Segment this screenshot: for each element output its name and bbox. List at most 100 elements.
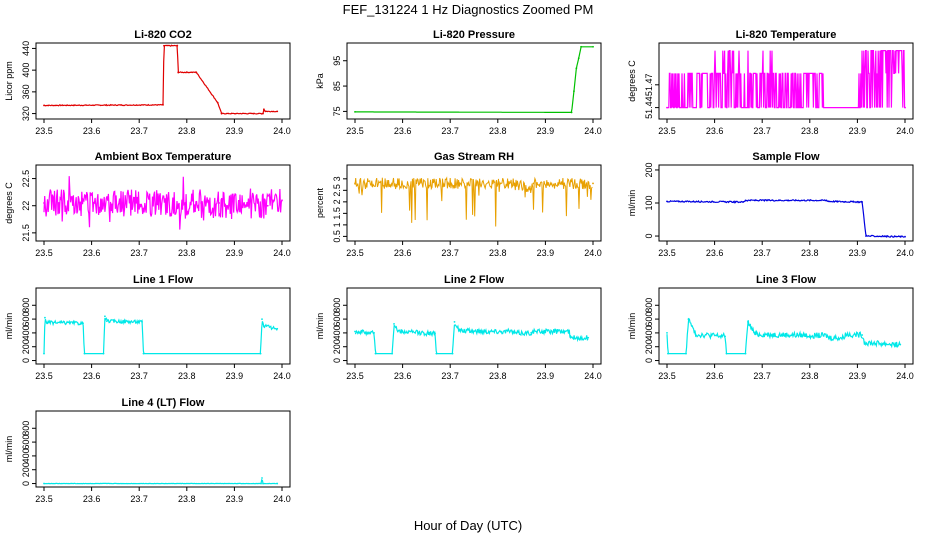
y-tick-label: 360 xyxy=(21,84,31,99)
data-point xyxy=(266,204,269,207)
x-tick-label: 23.9 xyxy=(849,126,867,136)
data-point xyxy=(393,323,395,325)
panel-title: Li-820 CO2 xyxy=(134,29,191,41)
data-point xyxy=(142,352,145,355)
x-tick-label: 23.8 xyxy=(178,494,196,504)
x-tick-label: 24.0 xyxy=(896,126,914,136)
x-tick-label: 23.5 xyxy=(35,494,53,504)
y-tick-label: 600 xyxy=(21,312,31,327)
plot-frame xyxy=(346,164,602,242)
data-point xyxy=(513,182,516,185)
data-point xyxy=(592,182,594,185)
x-tick-label: 23.9 xyxy=(226,494,244,504)
y-tick-label: 1.5 xyxy=(332,207,342,220)
y-tick-label: 800 xyxy=(21,421,31,436)
series-line xyxy=(666,317,901,355)
x-tick-label: 23.6 xyxy=(706,126,724,136)
data-point xyxy=(435,352,438,355)
x-tick-label: 23.7 xyxy=(441,248,459,258)
data-point xyxy=(827,200,830,203)
data-point xyxy=(218,202,221,204)
data-point xyxy=(43,104,45,107)
x-tick-label: 24.0 xyxy=(273,494,291,504)
data-point xyxy=(842,336,845,339)
y-axis-label: ml/min xyxy=(4,313,14,340)
x-tick-label: 23.8 xyxy=(801,248,819,258)
data-point xyxy=(163,44,165,47)
x-tick-label: 23.9 xyxy=(537,371,555,381)
data-point xyxy=(863,341,866,344)
data-point xyxy=(281,199,283,202)
x-tick-label: 23.7 xyxy=(130,248,148,258)
plot-frame xyxy=(35,42,291,120)
data-point xyxy=(391,352,394,355)
data-point xyxy=(861,334,864,336)
y-tick-label: 200 xyxy=(21,339,31,354)
panel-title: Li-820 Pressure xyxy=(433,29,515,41)
data-point xyxy=(262,112,264,115)
panel-2: Li-820 Pressure 23.5 23.6 23.7 23.8 23.9 24.0 7… xyxy=(315,29,602,136)
plot-frame xyxy=(35,164,291,242)
panel-title: Line 1 Flow xyxy=(133,274,193,286)
panel-4: Ambient Box Temperature 23.5 23.6 23.7 23.8 2… xyxy=(4,151,291,258)
data-point xyxy=(261,318,263,320)
x-tick-label: 23.5 xyxy=(658,126,676,136)
y-tick-label: 200 xyxy=(21,462,31,477)
data-point xyxy=(667,352,669,355)
x-tick-label: 23.9 xyxy=(849,248,867,258)
data-point xyxy=(220,112,223,115)
plot-frame xyxy=(658,42,914,120)
panel-5: Gas Stream RH 23.5 23.6 23.7 23.8 23.9 24.0 0.5… xyxy=(315,151,602,258)
y-tick-label: 75 xyxy=(332,106,342,116)
data-point xyxy=(262,482,264,485)
x-tick-label: 23.6 xyxy=(83,494,101,504)
data-point xyxy=(44,316,46,319)
panel-8: Line 2 Flow 23.5 23.6 23.7 23.8 23.9 24.0 0 2004… xyxy=(315,274,602,381)
data-point xyxy=(453,320,456,323)
x-tick-label: 24.0 xyxy=(584,126,602,136)
data-point xyxy=(434,332,436,335)
y-tick-label: 100 xyxy=(644,195,654,210)
data-point xyxy=(264,110,267,113)
data-point xyxy=(354,330,356,333)
series-line xyxy=(43,317,278,355)
x-tick-label: 23.6 xyxy=(706,248,724,258)
data-point xyxy=(827,336,830,339)
x-tick-label: 23.9 xyxy=(537,126,555,136)
y-tick-label: 600 xyxy=(332,312,342,327)
data-point xyxy=(666,332,668,334)
y-tick-label: 2.5 xyxy=(332,184,342,197)
plot-frame xyxy=(346,287,602,365)
data-point xyxy=(513,332,516,334)
data-point xyxy=(354,111,356,113)
x-tick-label: 23.6 xyxy=(394,248,412,258)
data-point xyxy=(216,101,219,104)
y-axis-label: ml/min xyxy=(627,190,637,217)
panel-title: Sample Flow xyxy=(752,151,820,163)
y-tick-label: 21.5 xyxy=(21,224,31,242)
panel-title: Line 2 Flow xyxy=(444,274,504,286)
data-point xyxy=(744,352,747,355)
x-tick-label: 23.7 xyxy=(753,371,771,381)
x-tick-label: 23.8 xyxy=(801,371,819,381)
data-point xyxy=(742,201,745,203)
y-tick-label: 95 xyxy=(332,56,342,66)
y-axis-label: degrees C xyxy=(4,182,14,224)
y-tick-label: 0 xyxy=(21,481,31,486)
data-point xyxy=(373,332,375,334)
data-point xyxy=(43,352,45,355)
x-tick-label: 23.9 xyxy=(537,248,555,258)
x-tick-label: 23.9 xyxy=(849,371,867,381)
data-point xyxy=(725,352,728,355)
series-line xyxy=(43,176,283,230)
data-point xyxy=(105,320,108,323)
y-tick-label: 0 xyxy=(644,358,654,363)
x-tick-label: 23.8 xyxy=(801,126,819,136)
data-point xyxy=(666,106,668,109)
series-line xyxy=(354,176,593,227)
y-tick-label: 2 xyxy=(332,199,342,204)
data-point xyxy=(104,315,106,318)
x-tick-label: 23.8 xyxy=(489,126,507,136)
data-point xyxy=(176,44,179,47)
